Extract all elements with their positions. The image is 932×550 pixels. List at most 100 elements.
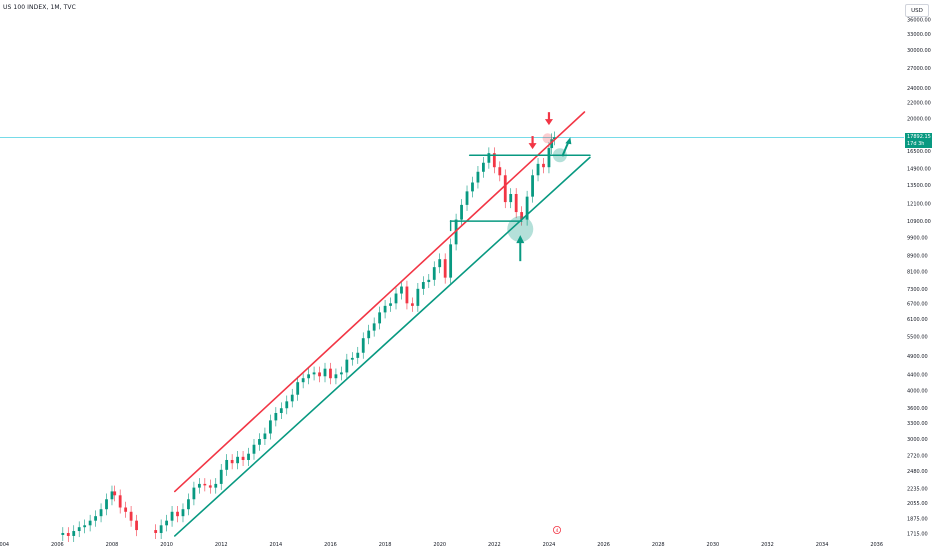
candle-body xyxy=(197,483,201,488)
candle-body xyxy=(290,394,294,402)
x-tick-label: 2004 xyxy=(0,542,9,548)
y-tick-label: 7300.00 xyxy=(907,287,928,293)
last-price-value: 17892.15 xyxy=(907,134,931,140)
candle-body xyxy=(208,485,212,488)
highlight-circle xyxy=(542,133,553,144)
candle-body xyxy=(531,175,534,197)
candle-body xyxy=(427,279,431,283)
candle-body xyxy=(487,153,491,163)
y-tick-label: 2055.00 xyxy=(907,501,928,507)
highlight-circle xyxy=(507,216,534,243)
candle-body xyxy=(372,323,376,331)
candle-body xyxy=(236,456,240,464)
x-tick-label: 2028 xyxy=(652,542,665,548)
candle-body xyxy=(443,259,447,278)
event-marker[interactable]: 4 xyxy=(553,526,562,535)
candle-body xyxy=(247,453,250,460)
candle-body xyxy=(438,259,442,268)
green-arrow-head xyxy=(565,137,572,145)
candle-body xyxy=(339,372,343,375)
y-tick-label: 9900.00 xyxy=(907,235,928,241)
candle-body xyxy=(241,456,245,460)
y-tick-label: 13500.00 xyxy=(907,183,931,189)
candle-body xyxy=(77,527,81,532)
x-tick-label: 2022 xyxy=(488,542,501,548)
candle-body xyxy=(307,374,311,379)
candle-body xyxy=(274,412,278,421)
candle-body xyxy=(252,444,256,454)
candle-body xyxy=(318,372,321,377)
candle-body xyxy=(410,303,414,306)
candle-body xyxy=(542,163,545,168)
y-tick-label: 6100.00 xyxy=(907,317,928,323)
candle-body xyxy=(323,368,327,377)
candle-body xyxy=(301,378,305,383)
candle-body xyxy=(165,520,168,526)
candle-body xyxy=(154,530,158,533)
candle-body xyxy=(296,382,300,395)
candle-body xyxy=(263,433,267,440)
last-price-tag: 17892.15 17d 3h xyxy=(905,133,932,148)
candle-body xyxy=(230,459,234,464)
y-tick-label: 1715.00 xyxy=(907,531,928,537)
currency-button[interactable]: USD xyxy=(905,4,929,17)
price-axis[interactable]: 36000.00 33000.00 30000.00 27000.00 24000.00… xyxy=(907,17,931,537)
y-tick-label: 6700.00 xyxy=(907,301,928,307)
red-channel-line xyxy=(173,111,586,493)
candle-body xyxy=(394,293,398,304)
candle-body xyxy=(520,212,524,220)
x-tick-label: 2012 xyxy=(215,542,228,548)
candle-body xyxy=(105,499,108,510)
candle-body xyxy=(498,167,502,176)
candle-body xyxy=(471,182,474,192)
candle-body xyxy=(482,162,485,172)
x-tick-label: 2014 xyxy=(269,542,282,548)
chart-title: US 100 INDEX, 1M, TVC xyxy=(3,4,76,11)
candle-body xyxy=(378,312,382,324)
candle-body xyxy=(432,267,436,280)
red-arrow-head xyxy=(544,119,553,126)
y-tick-label: 30000.00 xyxy=(907,48,931,54)
y-tick-label: 3000.00 xyxy=(907,437,928,443)
y-tick-label: 10900.00 xyxy=(907,219,931,225)
candle-body xyxy=(214,483,218,488)
candle-body xyxy=(361,338,365,353)
candle-body xyxy=(66,532,70,536)
candle-body xyxy=(113,491,117,496)
candle-body xyxy=(465,191,469,205)
candles-group xyxy=(61,131,556,542)
candle-body xyxy=(159,525,163,533)
candle-body xyxy=(219,469,223,484)
candle-body xyxy=(88,520,92,526)
candle-body xyxy=(400,286,403,294)
green-arrow-shaft xyxy=(561,141,570,157)
candle-body xyxy=(61,532,65,535)
event-marker-label: 4 xyxy=(556,528,559,534)
candle-body xyxy=(72,531,76,536)
candle-body xyxy=(312,372,316,375)
candle-body xyxy=(83,525,87,528)
y-tick-label: 16500.00 xyxy=(907,149,931,155)
y-tick-label: 2480.00 xyxy=(907,469,928,475)
x-tick-label: 2024 xyxy=(543,542,556,548)
y-tick-label: 4000.00 xyxy=(907,388,928,394)
candle-body xyxy=(356,352,360,358)
time-axis[interactable]: 2004 2006 2008 2010 2012 2014 2016 2018 2020 2022… xyxy=(0,542,883,548)
candle-body xyxy=(176,511,179,517)
candle-body xyxy=(509,193,513,203)
y-tick-label: 3300.00 xyxy=(907,421,928,427)
candle-body xyxy=(258,439,261,445)
candle-body xyxy=(536,163,540,176)
candle-body xyxy=(476,171,480,183)
candle-body xyxy=(405,286,409,304)
candle-body xyxy=(181,509,185,517)
y-tick-label: 12100.00 xyxy=(907,201,931,207)
x-tick-label: 2030 xyxy=(706,542,719,548)
candle-body xyxy=(454,219,458,245)
candle-body xyxy=(449,244,453,278)
y-tick-label: 4900.00 xyxy=(907,354,928,360)
candle-body xyxy=(118,495,122,508)
candle-body xyxy=(550,139,554,149)
candle-body xyxy=(503,175,507,203)
